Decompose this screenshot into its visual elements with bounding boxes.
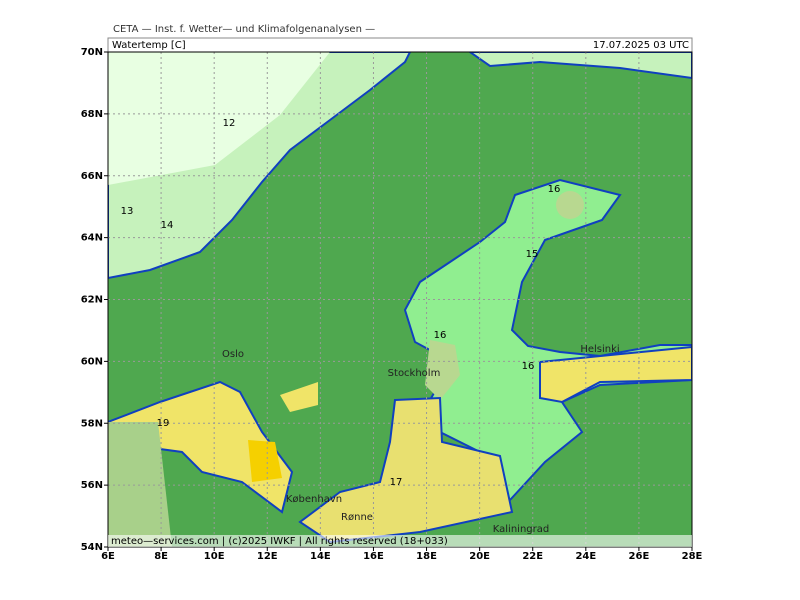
contour-label: 16	[522, 361, 535, 372]
lat-label: 64N	[81, 233, 103, 244]
lat-label: 68N	[81, 109, 103, 120]
lon-label: 26E	[629, 551, 650, 562]
lat-label: 58N	[81, 418, 103, 429]
datetime: 17.07.2025 03 UTC	[593, 40, 689, 51]
lat-label: 70N	[81, 47, 103, 58]
north-sea	[108, 422, 172, 547]
place-label: Kaliningrad	[493, 524, 549, 535]
contour-label: 19	[157, 418, 170, 429]
place-label: Oslo	[222, 349, 244, 360]
warm-spot	[248, 440, 282, 482]
contour-label: 16	[434, 330, 447, 341]
lon-label: 6E	[101, 551, 115, 562]
lon-label: 8E	[154, 551, 168, 562]
footer: meteo—services.com | (c)2025 IWKF | All …	[111, 536, 448, 547]
lon-label: 12E	[257, 551, 278, 562]
lat-label: 56N	[81, 480, 103, 491]
cold-sea	[108, 52, 330, 185]
lon-label: 28E	[682, 551, 703, 562]
lat-label: 62N	[81, 295, 103, 306]
lat-label: 54N	[81, 542, 103, 553]
lat-label: 66N	[81, 171, 103, 182]
lon-label: 24E	[575, 551, 596, 562]
footer-band	[108, 535, 692, 547]
contour-label: 17	[390, 477, 403, 488]
header: CETA — Inst. f. Wetter— und Klimafolgena…	[113, 24, 375, 35]
barents-sea	[468, 52, 692, 80]
contour-label: 15	[526, 249, 539, 260]
lake-vanern	[280, 382, 318, 412]
place-label: Helsinki	[580, 344, 619, 355]
contour-label: 16	[548, 184, 561, 195]
lon-label: 16E	[363, 551, 384, 562]
lon-label: 10E	[204, 551, 225, 562]
variable: Watertemp [C]	[112, 40, 186, 51]
grid	[108, 52, 692, 547]
lon-label: 20E	[469, 551, 490, 562]
place-label: Rønne	[341, 512, 373, 523]
contour-label: 12	[223, 118, 236, 129]
place-label: Stockholm	[388, 368, 441, 379]
lat-label: 60N	[81, 356, 103, 367]
aland-sea	[425, 340, 460, 400]
bothnian-bay-patch	[556, 191, 584, 219]
place-label: København	[286, 494, 342, 505]
gulf-of-finland	[539, 345, 692, 404]
lon-label: 22E	[522, 551, 543, 562]
lon-label: 14E	[310, 551, 331, 562]
contour-label: 14	[161, 220, 174, 231]
skagerrak	[108, 380, 294, 514]
lon-label: 18E	[416, 551, 437, 562]
contour-label: 13	[121, 206, 134, 217]
